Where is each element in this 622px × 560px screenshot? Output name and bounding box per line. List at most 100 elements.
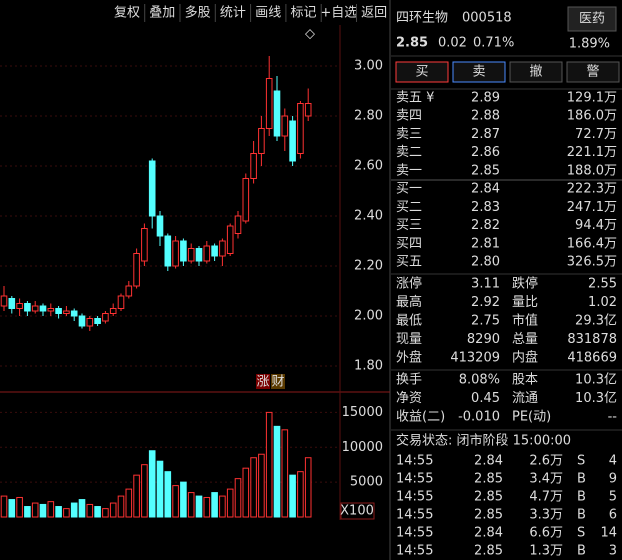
action-box[interactable] [395, 61, 449, 83]
action-box[interactable] [509, 61, 563, 83]
action-button[interactable]: 撤 [529, 64, 542, 80]
book-price: 2.81 [471, 236, 500, 251]
toolbar-button[interactable]: 统计 [220, 6, 246, 21]
volume-bar [94, 506, 101, 518]
volume-bar [211, 492, 218, 518]
volume-bar [148, 450, 156, 518]
volume-unit: X100 [340, 504, 374, 519]
volume-bar [78, 499, 86, 518]
candle-body [203, 245, 211, 262]
book-price: 2.84 [471, 182, 500, 197]
stat-label: 跌停 [512, 276, 538, 292]
stat-value: 10.3亿 [575, 391, 617, 406]
stat-label: 市值 [512, 313, 538, 329]
candle-body [102, 313, 109, 322]
toolbar-button[interactable]: 返回 [361, 6, 387, 21]
stat-value: 2.92 [471, 295, 500, 310]
trade-side: B [577, 544, 586, 559]
volume-bar [265, 411, 273, 518]
action-button[interactable]: 警 [586, 64, 599, 80]
stat-value: 413209 [450, 351, 500, 366]
volume-tick-label: 10000 [342, 440, 383, 455]
action-box[interactable] [452, 61, 506, 83]
book-price: 2.85 [471, 163, 500, 178]
action-button[interactable]: 买 [415, 65, 428, 80]
stat-value: 3.11 [471, 277, 500, 292]
volume-bar [258, 453, 265, 518]
stock-code: 000518 [462, 11, 512, 26]
stat-label: 内盘 [512, 350, 538, 366]
toolbar-button[interactable]: 标记 [290, 6, 316, 21]
candle-body [148, 160, 156, 217]
volume-bar [195, 495, 203, 518]
book-volume: 188.0万 [567, 163, 617, 178]
candle-body [289, 120, 296, 162]
candle-body [297, 103, 304, 154]
candle-body [265, 78, 273, 129]
price: 2.85 [396, 36, 428, 51]
volume-bar [8, 499, 16, 518]
book-label: 卖二 [396, 145, 422, 160]
action-box[interactable] [566, 61, 620, 83]
volume-tick-label: 5000 [350, 475, 383, 490]
trade-status: 交易状态: 闭市阶段 15:00:00 [396, 433, 571, 449]
book-price: 2.89 [471, 91, 500, 106]
candle-body [234, 215, 242, 234]
book-label: 买一 [396, 182, 422, 197]
trade-count: 4 [609, 454, 617, 469]
trade-volume: 2.6万 [529, 454, 563, 469]
badge[interactable]: 财 [271, 375, 284, 390]
stat-value: 10.3亿 [575, 373, 617, 388]
action-button[interactable]: 卖 [472, 65, 485, 80]
book-label: 卖一 [396, 163, 422, 178]
badge-box [256, 374, 270, 389]
y-tick-label: 1.80 [354, 359, 383, 374]
candle-body [86, 318, 94, 327]
book-label: 买二 [396, 200, 422, 215]
toolbar-button[interactable]: +自选 [320, 6, 357, 21]
book-label: 卖三 [396, 127, 422, 142]
badge[interactable]: 涨 [256, 375, 269, 390]
volume-bar [31, 502, 39, 518]
trade-count: 9 [609, 472, 617, 487]
trade-time: 14:55 [396, 454, 433, 469]
stat-label: 量比 [512, 295, 538, 310]
trade-price: 2.84 [474, 454, 503, 469]
trade-price: 2.84 [474, 526, 503, 541]
book-label: 买五 [396, 255, 422, 270]
stat-label: 现量 [396, 332, 422, 347]
volume-bar [109, 502, 117, 518]
stat-label: 外盘 [396, 350, 422, 366]
collapse-icon[interactable]: ◇ [305, 27, 315, 42]
toolbar-button[interactable]: 画线 [255, 6, 281, 21]
sector[interactable]: 医药 [579, 12, 605, 27]
candle-body [273, 90, 281, 137]
stat-value: -0.010 [458, 410, 500, 425]
candle-body [195, 248, 203, 262]
y-tick-label: 2.60 [354, 159, 383, 174]
stat-label: PE(动) [512, 410, 551, 425]
trade-side: B [577, 508, 586, 523]
book-volume: 222.3万 [567, 182, 617, 197]
stat-value: 2.55 [588, 277, 617, 292]
volume-bar [102, 508, 109, 518]
candle-body [219, 240, 226, 257]
stat-value: 831878 [567, 332, 617, 347]
volume-bar [203, 496, 211, 518]
book-volume: 221.1万 [567, 145, 617, 160]
stat-value: 8290 [467, 332, 500, 347]
stat-value: 1.02 [588, 295, 617, 310]
candle-body [125, 285, 133, 297]
volume-bar [297, 471, 304, 518]
toolbar-button[interactable]: 叠加 [149, 6, 175, 21]
candle-body [141, 228, 148, 262]
toolbar-button[interactable]: 复权 [114, 5, 140, 21]
toolbar-button[interactable]: 多股 [185, 5, 211, 21]
volume-bar [304, 457, 312, 518]
volume-tick-label: 15000 [342, 405, 383, 420]
stat-value: 29.3亿 [575, 314, 617, 329]
volume-bar [242, 467, 250, 518]
unit-box [340, 502, 375, 520]
candle-body [0, 295, 8, 307]
